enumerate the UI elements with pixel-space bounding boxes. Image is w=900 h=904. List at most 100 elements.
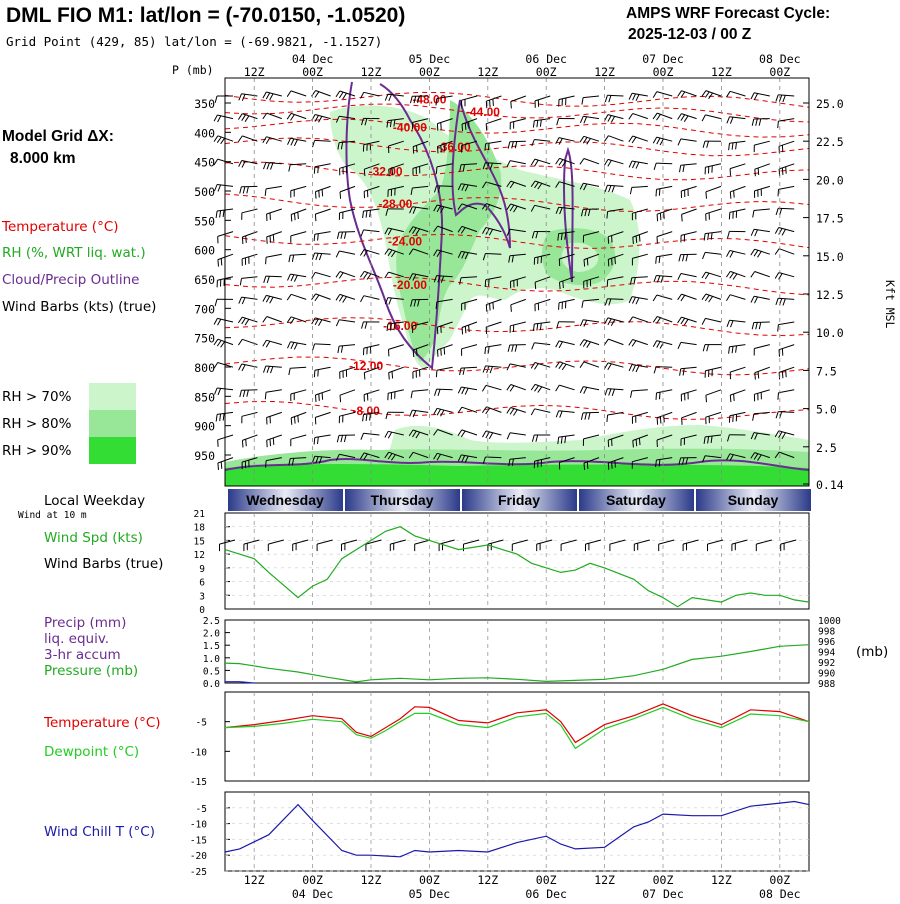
weekday-label: Wednesday (246, 492, 324, 508)
rh70-swatch (89, 383, 136, 410)
wind-barb-flag (218, 319, 221, 325)
height-tick: 0.14 (816, 478, 844, 492)
top-hour-tick: 00Z (419, 65, 440, 79)
wind-barb-flag (486, 305, 487, 312)
wind-barb-flag (778, 325, 779, 332)
pressure-ytick: 998 (818, 627, 835, 638)
wind-barb-flag (612, 462, 613, 469)
pressure-tick: 800 (194, 361, 215, 375)
height-axis-label: Kft MSL (883, 280, 897, 329)
dewpoint-label: Dewpoint (°C) (44, 744, 139, 760)
legend-rh80: RH > 80% (2, 416, 72, 432)
isotherm-label: -44.00 (466, 105, 500, 119)
chill-ytick: -15 (190, 835, 207, 846)
wind-barb-flag (215, 96, 217, 103)
pressure-tick: 350 (194, 97, 215, 111)
top-date-tick: 06 Dec (525, 52, 567, 66)
wind-barb-flag (758, 372, 759, 379)
height-tick: 15.0 (816, 250, 844, 264)
wind-barb-shaft (656, 163, 672, 164)
top-date-tick: 04 Dec (292, 52, 334, 66)
bottom-date-tick: 05 Dec (409, 887, 451, 900)
model-grid-label: Model Grid ΔX: (2, 128, 114, 145)
wind-barb-flag (265, 392, 266, 399)
bottom-date-tick: 04 Dec (292, 887, 334, 900)
isotherm-label: -24.00 (388, 234, 422, 248)
wind-barb-flag (417, 349, 418, 356)
model-grid-value: 8.000 km (10, 150, 76, 167)
wind-barb-flag (786, 370, 787, 377)
wind-barb-flag (441, 145, 442, 152)
wind-barb-flag (438, 147, 439, 154)
top-date-tick: 05 Dec (409, 52, 451, 66)
wind-barb-flag (413, 350, 414, 357)
legend-temperature: Temperature (°C) (1, 219, 119, 235)
chill-ytick: -5 (196, 804, 207, 815)
wind-barb-flag (734, 394, 735, 401)
wind-barb-flag (782, 168, 783, 175)
wind-barb-flag (469, 325, 470, 332)
wind-barb-flag (220, 414, 221, 421)
pressure-axis-label: P (mb) (172, 63, 214, 77)
pressure-tick: 650 (194, 273, 215, 287)
wind-barb-flag (608, 259, 609, 266)
wind-barb-flag (486, 124, 487, 131)
wind-speed-label: Wind Spd (kts) (44, 530, 143, 546)
wind-barb-flag (782, 371, 783, 378)
wind-barb-flag (493, 99, 494, 106)
precip-liq-label: liq. equiv. (44, 631, 109, 647)
wind-barb-flag (607, 212, 608, 219)
wind-barb-flag (220, 211, 221, 218)
pressure-tick: 900 (194, 420, 215, 434)
wind-barb-flag (462, 124, 463, 131)
wind-barb-flag (755, 169, 756, 176)
isotherm-label: -20.00 (393, 278, 427, 292)
wind-barb-flag (298, 212, 299, 219)
wind-barb-flag (218, 463, 219, 470)
wind-barb-flag (389, 169, 390, 176)
weekday-label: Thursday (370, 492, 433, 508)
height-tick: 22.5 (816, 135, 844, 149)
wind-barb-shaft (437, 186, 453, 187)
wind-barb-flag (730, 395, 731, 402)
bottom-hour-tick: 00Z (302, 873, 323, 887)
height-tick: 10.0 (816, 326, 844, 340)
wind-barb-flag (267, 440, 268, 447)
wind-barb-flag (615, 461, 616, 468)
pressure-tick: 850 (194, 390, 215, 404)
top-hour-tick: 00Z (302, 65, 323, 79)
wind-barb-flag (636, 439, 637, 446)
wind-barb-flag (493, 302, 494, 309)
wind-barb-flag (584, 260, 585, 267)
height-tick: 2.5 (816, 441, 837, 455)
height-tick: 17.5 (816, 212, 844, 226)
wind-barb-flag (273, 235, 274, 242)
wind-ytick: 9 (199, 564, 205, 575)
wind-barb-flag (217, 340, 221, 346)
rh90-region (225, 464, 809, 486)
wind-barb-flag (615, 257, 616, 264)
wind-ytick: 18 (194, 523, 206, 534)
bottom-hour-tick: 12Z (594, 873, 615, 887)
bottom-hour-tick: 12Z (361, 873, 382, 887)
wind-barb-flag (511, 305, 512, 312)
wind-barb-flag (392, 168, 393, 175)
wind-barb-flag (664, 415, 665, 422)
wind-barb-flag (340, 395, 341, 402)
chill-ytick: -10 (190, 820, 207, 831)
pressure-tick: 750 (194, 332, 215, 346)
wind-barb-flag (215, 299, 217, 306)
top-hour-tick: 12Z (361, 65, 382, 79)
wind-barb-flag (389, 373, 390, 380)
top-hour-tick: 00Z (536, 65, 557, 79)
top-hour-tick: 12Z (711, 65, 732, 79)
wind-barb-flag (485, 347, 486, 354)
wind-barb-flag (444, 144, 445, 151)
wind-barb-shaft (339, 232, 355, 233)
pressure-ytick: 988 (818, 679, 835, 690)
precip-ytick: 0.5 (203, 666, 220, 677)
weekday-label: Saturday (606, 492, 666, 508)
